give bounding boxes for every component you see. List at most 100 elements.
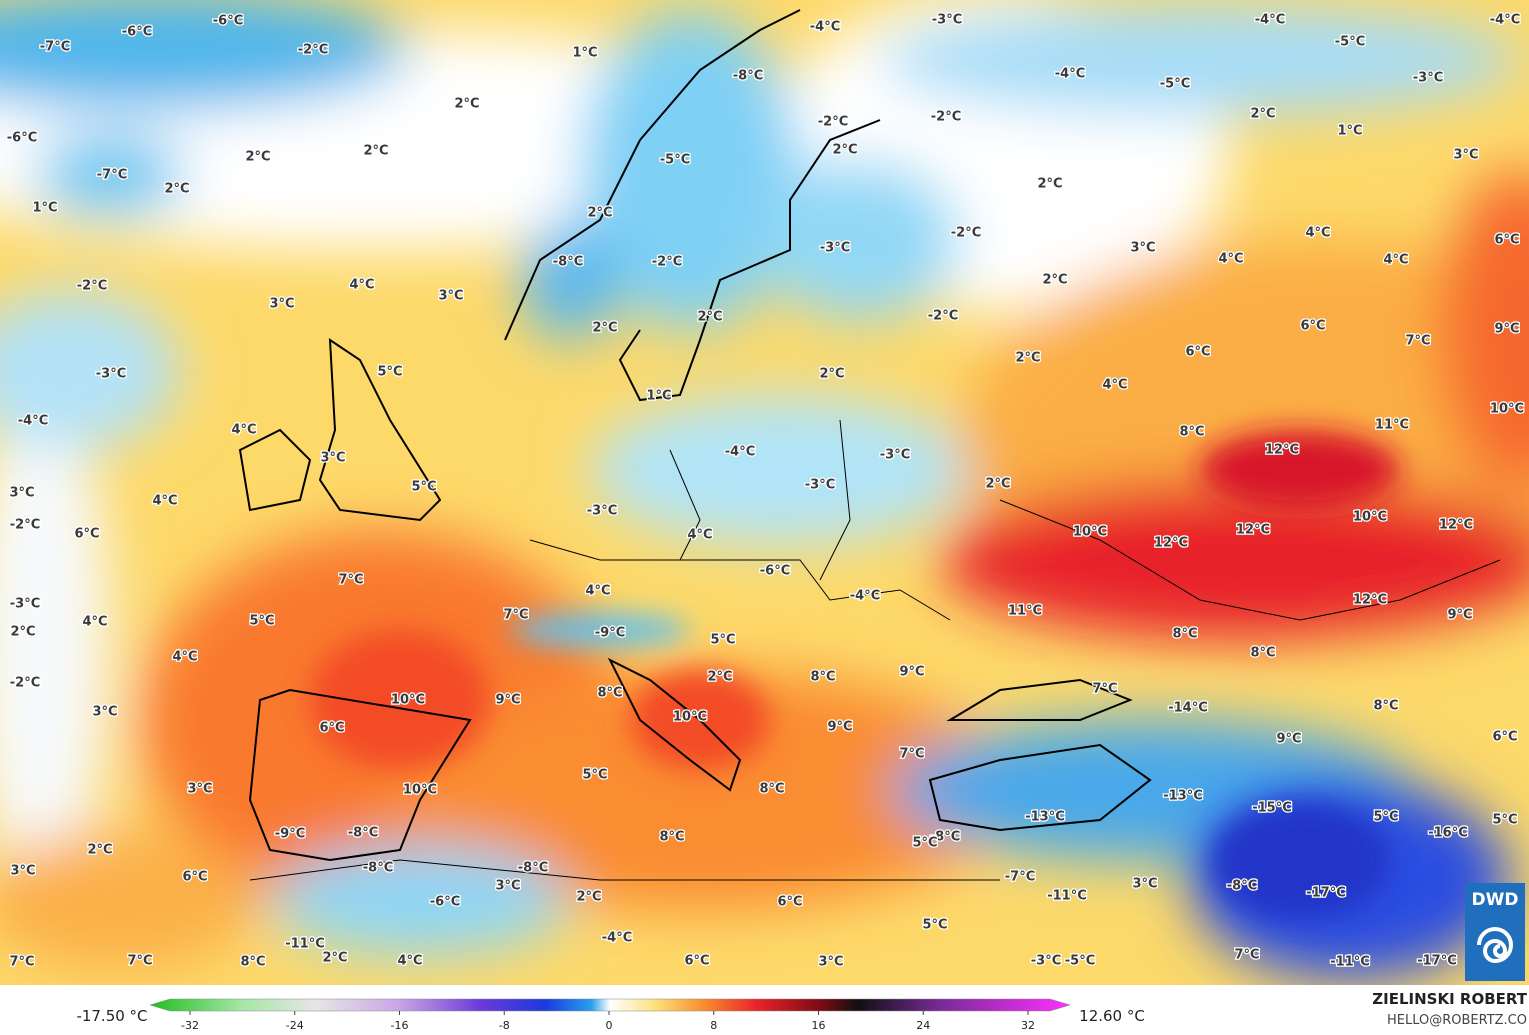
temperature-label: -4°C xyxy=(1255,13,1285,28)
temperature-label: 8°C xyxy=(240,955,265,970)
temperature-label: 1°C xyxy=(646,389,671,404)
temperature-label: 4°C xyxy=(1305,226,1330,241)
temperature-label: 4°C xyxy=(687,528,712,543)
temperature-label: 7°C xyxy=(1092,682,1117,697)
temperature-label: 6°C xyxy=(1494,233,1519,248)
temperature-label: 2°C xyxy=(1250,107,1275,122)
temperature-label: -6°C xyxy=(760,564,790,579)
temperature-label: 3°C xyxy=(9,486,34,501)
temperature-label: 4°C xyxy=(231,423,256,438)
temperature-label: 3°C xyxy=(187,782,212,797)
temperature-label: -2°C xyxy=(10,518,40,533)
temperature-label: -9°C xyxy=(595,626,625,641)
temperature-label: 2°C xyxy=(587,206,612,221)
temperature-label: 4°C xyxy=(397,954,422,969)
temperature-label: 8°C xyxy=(810,670,835,685)
temperature-label: 12°C xyxy=(1353,593,1387,608)
temperature-label: -13°C xyxy=(1163,789,1203,804)
temperature-label: 10°C xyxy=(1490,402,1524,417)
temperature-label: 6°C xyxy=(684,954,709,969)
temperature-label: -3°C xyxy=(1413,71,1443,86)
temperature-label: -8°C xyxy=(363,861,393,876)
temperature-label: 3°C xyxy=(818,955,843,970)
temperature-label: 8°C xyxy=(1172,627,1197,642)
temperature-label: 5°C xyxy=(582,768,607,783)
temperature-label: 3°C xyxy=(1130,241,1155,256)
temperature-label: 2°C xyxy=(697,310,722,325)
temperature-field xyxy=(0,0,1529,985)
temperature-label: 12°C xyxy=(1154,536,1188,551)
temperature-label: 10°C xyxy=(391,693,425,708)
temperature-label: 8°C xyxy=(1250,646,1275,661)
temperature-label: 4°C xyxy=(349,278,374,293)
temperature-label: -4°C xyxy=(1055,67,1085,82)
temperature-label: 11°C xyxy=(1008,604,1042,619)
borders xyxy=(249,419,1501,881)
temperature-label: 12°C xyxy=(1265,443,1299,458)
temperature-label: 8°C xyxy=(1373,699,1398,714)
temperature-label: -3°C xyxy=(587,504,617,519)
temperature-label: -3°C xyxy=(820,241,850,256)
temperature-label: -11°C xyxy=(285,937,325,952)
dwd-logo xyxy=(1465,883,1525,981)
temperature-label: 2°C xyxy=(1015,351,1040,366)
temperature-label: -11°C xyxy=(1047,889,1087,904)
temperature-label: 5°C xyxy=(922,918,947,933)
colorbar xyxy=(149,998,1071,1012)
temperature-label: -8°C xyxy=(733,69,763,84)
temperature-label: -4°C xyxy=(850,589,880,604)
temperature-label: 6°C xyxy=(777,895,802,910)
legend-min: -17.50 °C xyxy=(76,1007,147,1025)
temperature-label: -2°C xyxy=(818,115,848,130)
temperature-label: -2°C xyxy=(77,279,107,294)
temperature-label: 10°C xyxy=(1353,510,1387,525)
temperature-label: -8°C xyxy=(930,830,960,845)
temperature-label: 5°C xyxy=(710,633,735,648)
temperature-label: -17°C xyxy=(1306,886,1346,901)
temperature-label: 1°C xyxy=(1337,124,1362,139)
temperature-label: 4°C xyxy=(172,650,197,665)
temperature-label: 5°C xyxy=(411,480,436,495)
temperature-label: -4°C xyxy=(602,931,632,946)
temperature-label: -2°C xyxy=(298,43,328,58)
temperature-label: -6°C xyxy=(7,131,37,146)
temperature-label: 2°C xyxy=(985,477,1010,492)
temperature-label: -8°C xyxy=(518,861,548,876)
temperature-label: 2°C xyxy=(592,321,617,336)
temperature-label: 2°C xyxy=(454,97,479,112)
temperature-label: -3°C xyxy=(932,13,962,28)
temperature-label: -4°C xyxy=(18,414,48,429)
temperature-label: 2°C xyxy=(1042,273,1067,288)
temperature-label: 7°C xyxy=(338,573,363,588)
temperature-label: 7°C xyxy=(127,954,152,969)
colorbar-ticks: -32 -24 -16 -8 0 8 16 24 32 xyxy=(181,1011,1035,1032)
temperature-label: 6°C xyxy=(74,527,99,542)
temperature-label: 9°C xyxy=(827,720,852,735)
temperature-label: -6°C xyxy=(430,895,460,910)
colorbar-tick-label: -16 xyxy=(391,1019,409,1032)
temperature-label: -3°C xyxy=(880,448,910,463)
temperature-labels: -6°C -6°C -7°C -2°C 1°C -4°C -3°C -4°C -4°C -5°C -… xyxy=(6,11,1526,971)
temperature-label: -3°C xyxy=(96,367,126,382)
colorbar-tick-label: -8 xyxy=(499,1019,510,1032)
temperature-label: -14°C xyxy=(1168,701,1208,716)
colorbar-tick-label: -24 xyxy=(286,1019,304,1032)
temperature-label: -7°C xyxy=(40,40,70,55)
temperature-label: -5°C xyxy=(1065,954,1095,969)
temperature-label: -2°C xyxy=(652,255,682,270)
temperature-label: 7°C xyxy=(503,608,528,623)
temperature-label: -3°C xyxy=(805,478,835,493)
temperature-label: 7°C xyxy=(1405,334,1430,349)
temperature-label: 3°C xyxy=(438,289,463,304)
colorbar-tick-label: 8 xyxy=(710,1019,717,1032)
temperature-label: -11°C xyxy=(1330,955,1370,970)
temperature-label: 5°C xyxy=(1373,810,1398,825)
temperature-label: 4°C xyxy=(585,584,610,599)
temperature-label: 1°C xyxy=(572,46,597,61)
temperature-label: 9°C xyxy=(495,693,520,708)
temperature-label: -4°C xyxy=(810,20,840,35)
temperature-label: 5°C xyxy=(377,365,402,380)
temperature-label: -3°C xyxy=(10,597,40,612)
temperature-label: -2°C xyxy=(10,676,40,691)
temperature-label: 2°C xyxy=(164,182,189,197)
